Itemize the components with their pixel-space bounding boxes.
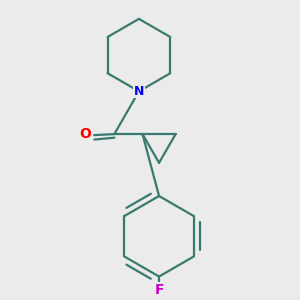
- Text: N: N: [134, 85, 144, 98]
- Text: O: O: [79, 127, 91, 141]
- Text: F: F: [154, 283, 164, 297]
